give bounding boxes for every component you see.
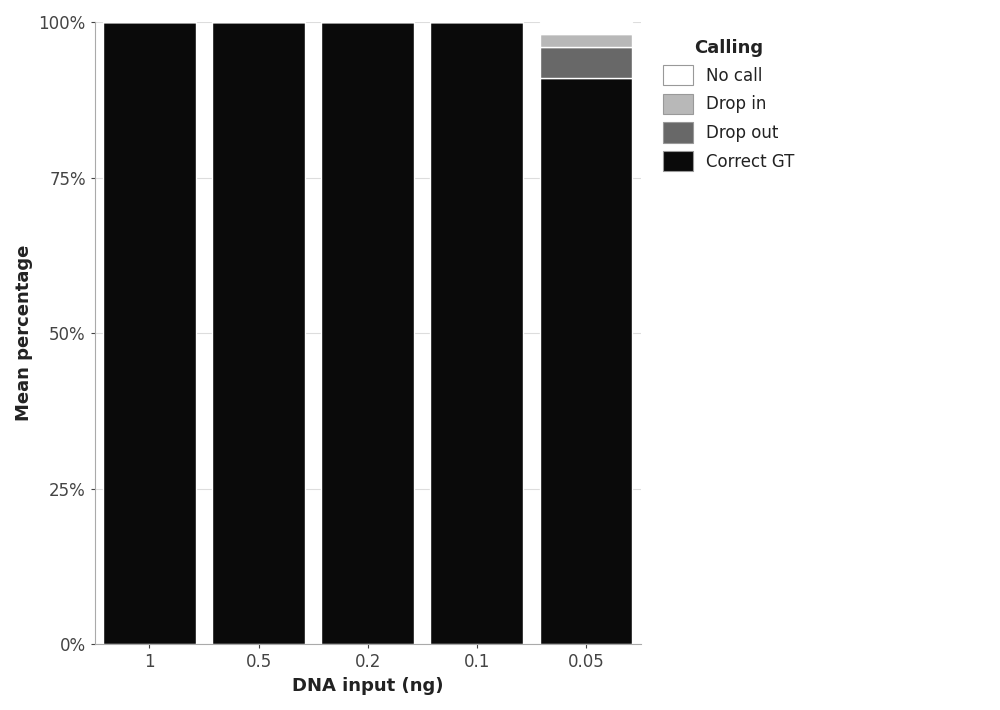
Bar (212, 22, 305, 645)
Bar (540, 78, 632, 645)
Bar (540, 35, 632, 47)
Bar (540, 22, 632, 35)
X-axis label: DNA input (ng): DNA input (ng) (292, 677, 443, 695)
Bar (321, 22, 414, 645)
Y-axis label: Mean percentage: Mean percentage (15, 245, 33, 422)
Bar (540, 47, 632, 78)
Bar (430, 22, 523, 645)
Legend: No call, Drop in, Drop out, Correct GT: No call, Drop in, Drop out, Correct GT (654, 31, 803, 180)
Bar (103, 22, 196, 645)
